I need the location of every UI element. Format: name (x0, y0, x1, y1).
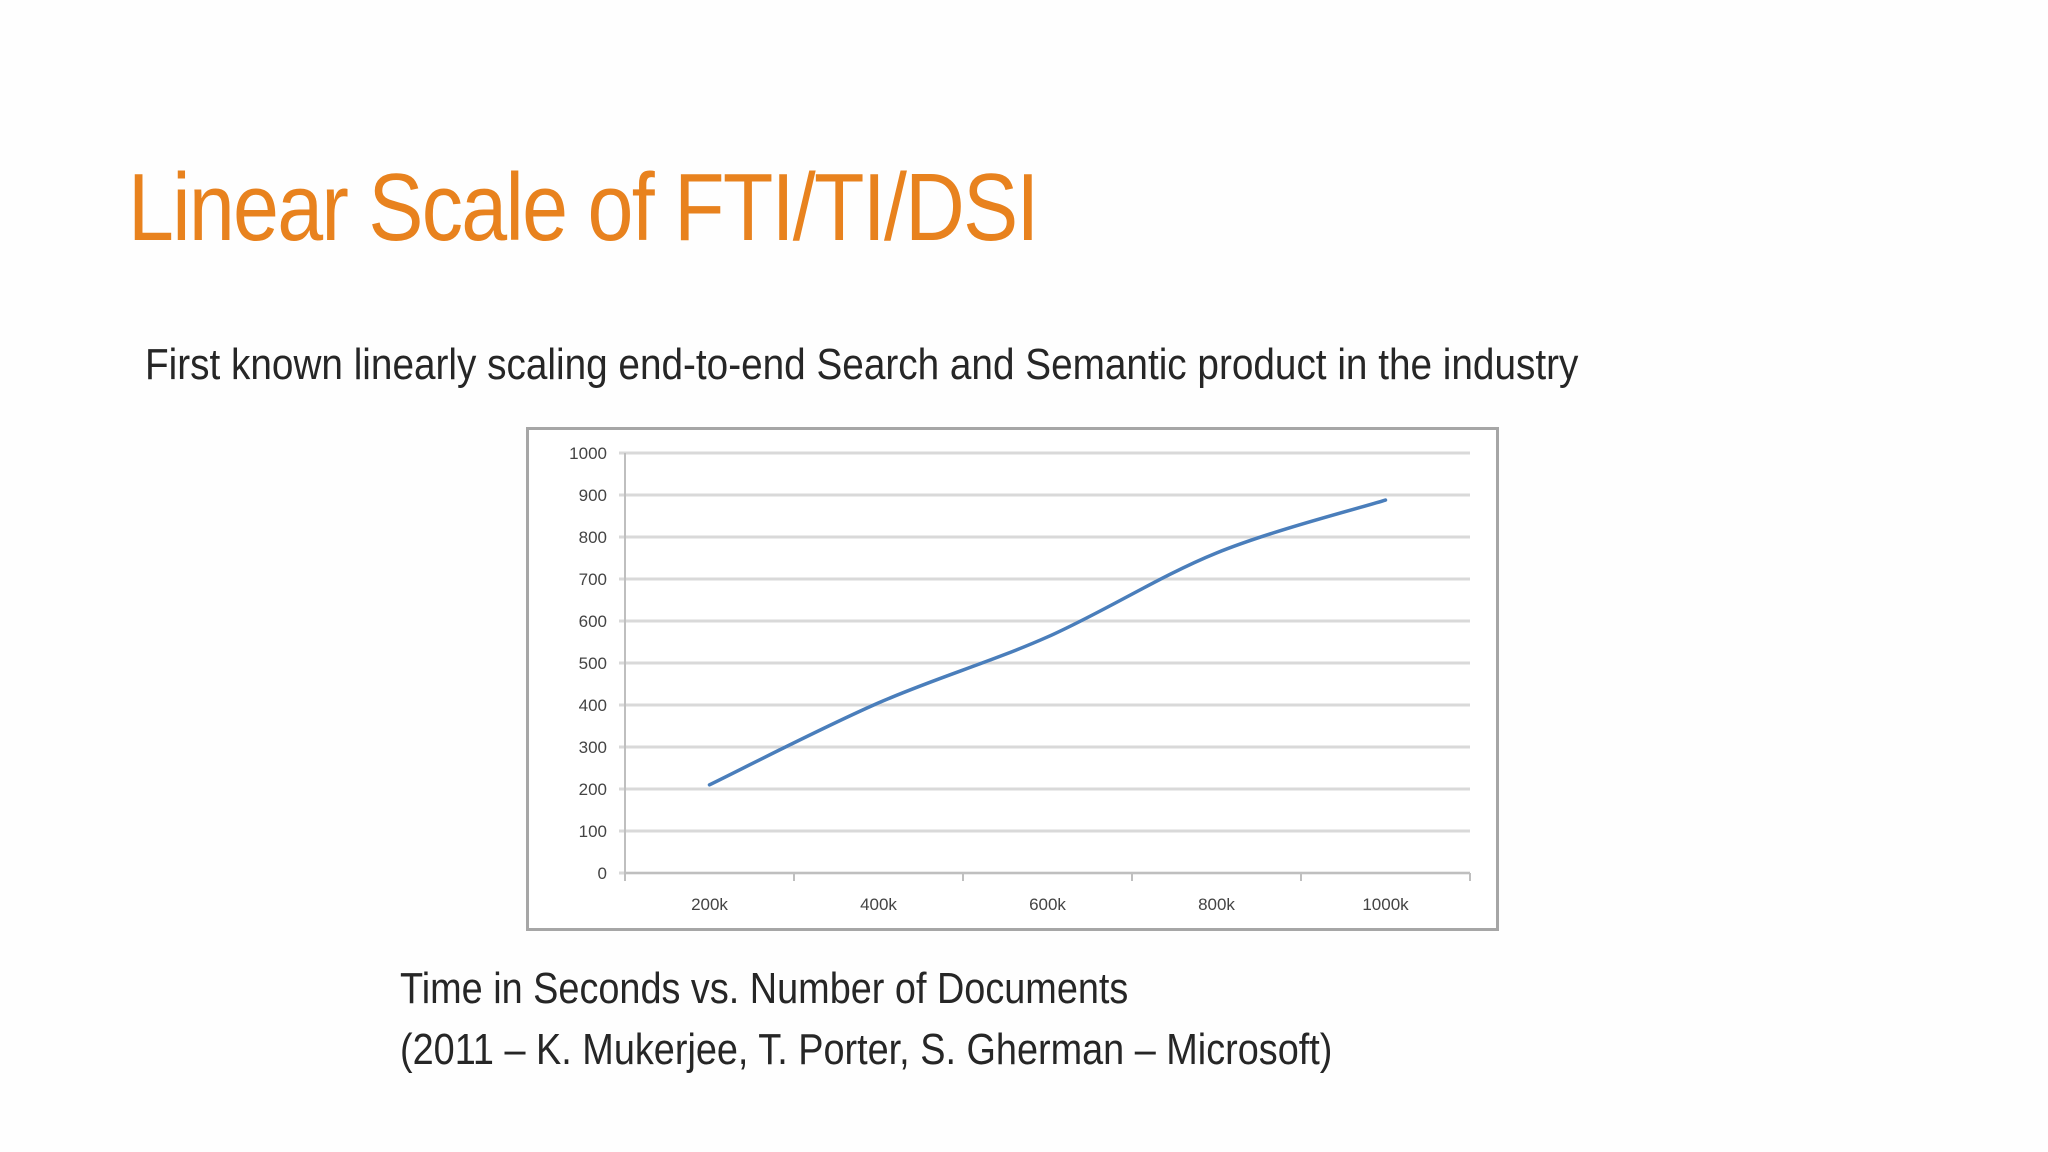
y-tick-label: 500 (579, 654, 607, 673)
y-tick-label: 300 (579, 738, 607, 757)
y-tick-label: 800 (579, 528, 607, 547)
chart-gridlines (619, 451, 1470, 875)
y-axis-tick-labels: 0 100 200 300 400 500 600 700 800 900 1000 (569, 444, 607, 883)
y-tick-label: 200 (579, 780, 607, 799)
x-tick-label: 200k (691, 895, 728, 914)
y-tick-label: 1000 (569, 444, 607, 463)
slide-title: Linear Scale of FTI/TI/DSI (128, 154, 1039, 261)
y-tick-label: 700 (579, 570, 607, 589)
y-tick-label: 900 (579, 486, 607, 505)
x-tick-label: 400k (860, 895, 897, 914)
chart-axes (624, 453, 1471, 881)
line-chart: 0 100 200 300 400 500 600 700 800 900 1000 200k 400… (526, 427, 1499, 931)
x-tick-label: 800k (1198, 895, 1235, 914)
slide-subtitle: First known linearly scaling end-to-end … (145, 340, 1579, 389)
chart-plot-area: 0 100 200 300 400 500 600 700 800 900 1000 200k 400… (569, 444, 1471, 914)
x-axis-tick-labels: 200k 400k 600k 800k 1000k (691, 895, 1409, 914)
x-tick-label: 1000k (1362, 895, 1409, 914)
y-tick-label: 400 (579, 696, 607, 715)
chart-citation: (2011 – K. Mukerjee, T. Porter, S. Gherm… (400, 1025, 1333, 1074)
y-tick-label: 0 (598, 864, 607, 883)
series-line (707, 498, 1388, 787)
y-tick-label: 600 (579, 612, 607, 631)
y-tick-label: 100 (579, 822, 607, 841)
chart-caption: Time in Seconds vs. Number of Documents (400, 964, 1129, 1013)
x-tick-label: 600k (1029, 895, 1066, 914)
